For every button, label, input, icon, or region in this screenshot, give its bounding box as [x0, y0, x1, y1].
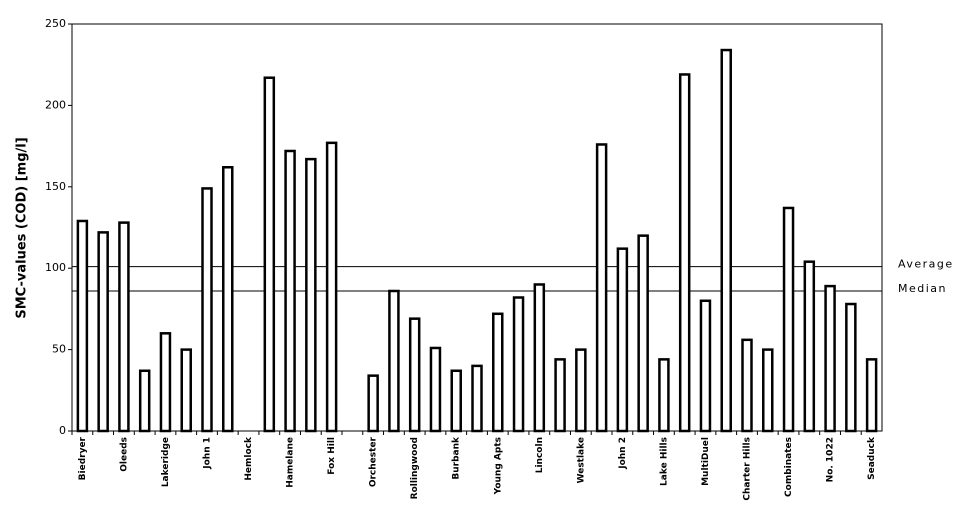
bar: [408, 317, 421, 433]
bar: [201, 187, 213, 433]
bar: [180, 348, 192, 433]
bar: [658, 358, 670, 433]
bar: [699, 299, 712, 433]
bar: [865, 358, 878, 433]
x-tick-label: MultiDuel: [701, 437, 711, 486]
x-tick-label: Rollingwood: [410, 437, 420, 499]
y-axis-label: SMC-values (COD) [mg/l]: [15, 137, 30, 318]
x-tick-label: Hemlock: [244, 436, 254, 481]
x-tick-label: Combinates: [784, 437, 794, 497]
y-tick-label: 250: [45, 17, 66, 30]
bar: [450, 369, 462, 433]
bar: [762, 348, 774, 433]
x-tick-label: Oleeds: [119, 437, 129, 472]
bar: [782, 206, 795, 433]
bar: [845, 302, 857, 433]
x-tick-label: Burbank: [452, 436, 462, 480]
x-tick-label: Young Apts: [493, 437, 503, 495]
x-tick-label: Lake Hills: [659, 437, 669, 486]
x-tick-label: Lincoln: [535, 437, 545, 473]
x-tick-label: Westlake: [576, 437, 586, 483]
bar: [367, 374, 379, 433]
bar: [429, 346, 442, 433]
bar: [388, 289, 400, 433]
x-tick-label: Biedryer: [78, 436, 88, 480]
bar: [471, 364, 483, 433]
bar: [824, 284, 836, 433]
bar: [637, 234, 649, 433]
bar: [616, 247, 629, 433]
y-tick-label: 200: [45, 98, 66, 111]
bar: [720, 48, 732, 433]
bar: [512, 296, 525, 433]
bar: [76, 219, 89, 433]
bar: [284, 149, 296, 433]
bar: [678, 73, 691, 433]
x-tick-label: Seaduck: [867, 436, 877, 480]
x-tick-label: John 2: [618, 437, 628, 470]
bar: [595, 143, 608, 433]
y-tick-label: 0: [59, 424, 66, 437]
x-tick-label: Orchester: [369, 436, 379, 487]
bar: [554, 358, 566, 433]
y-tick-label: 50: [52, 343, 66, 356]
y-tick-label: 150: [45, 180, 66, 193]
reference-label: Median: [898, 282, 947, 295]
x-tick-label: Fox Hill: [327, 437, 337, 475]
bar: [741, 338, 753, 433]
bar: [305, 157, 317, 433]
x-tick-label: Charter Hills: [743, 437, 753, 501]
x-tick-label: Hamelane: [286, 437, 296, 488]
bar: [97, 231, 109, 433]
bar: [222, 166, 234, 433]
reference-label: Average: [898, 258, 954, 271]
x-tick-label: No. 1022: [826, 437, 836, 482]
bar: [575, 348, 587, 433]
bar: [803, 260, 816, 433]
bar: [492, 312, 504, 433]
bar: [138, 369, 151, 433]
bar: [533, 283, 546, 433]
bar: [325, 141, 338, 433]
x-tick-label: John 1: [203, 437, 213, 470]
bar: [263, 76, 276, 433]
x-tick-label: Lakeridge: [161, 437, 171, 487]
bar: [159, 332, 172, 433]
y-tick-label: 100: [45, 261, 66, 274]
bar: [118, 221, 130, 433]
